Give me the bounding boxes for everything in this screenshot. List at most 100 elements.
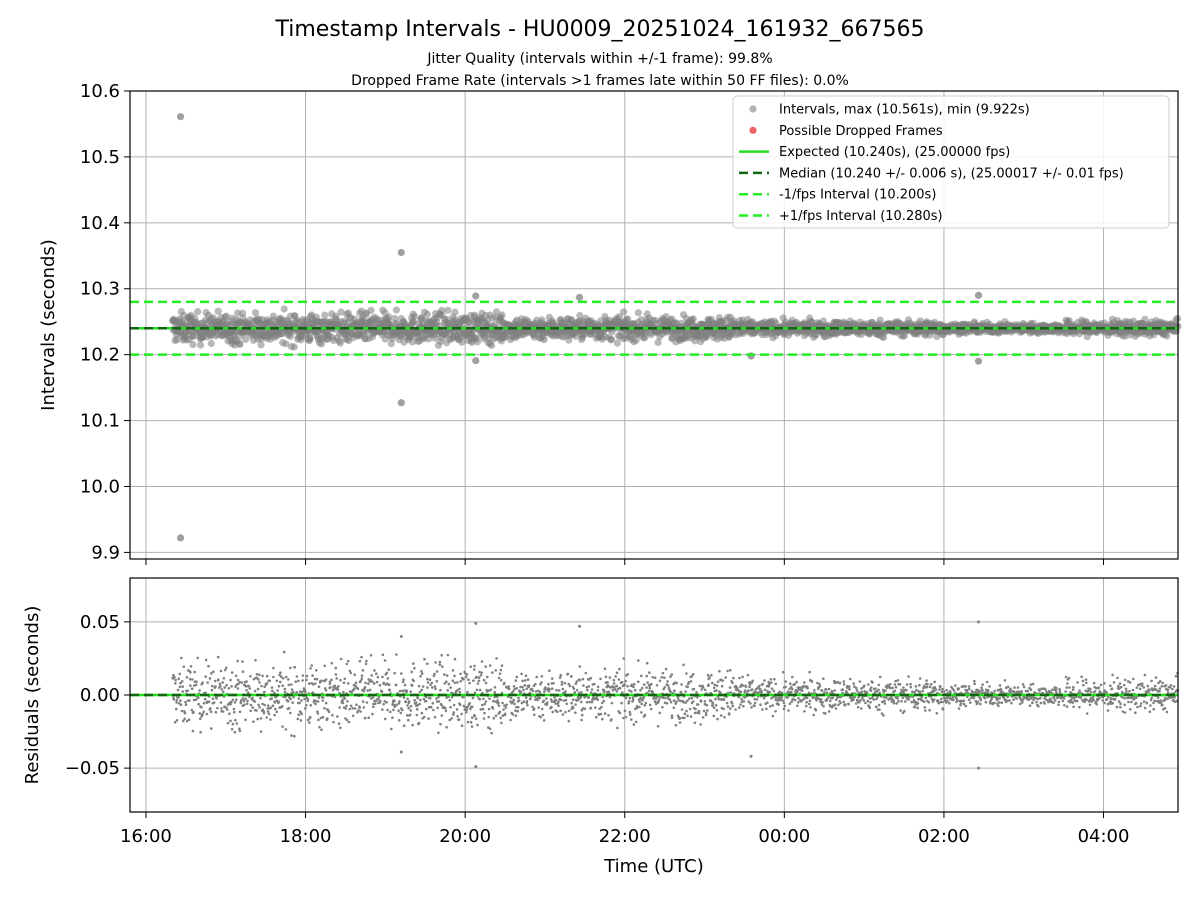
residual-point	[640, 686, 644, 690]
residual-point	[692, 687, 696, 691]
residual-point	[520, 672, 523, 676]
residual-point	[825, 691, 829, 694]
residual-point	[235, 698, 238, 701]
residual-point	[418, 690, 422, 694]
residual-point	[201, 681, 204, 684]
residual-point	[191, 729, 195, 733]
residual-point	[615, 671, 619, 675]
residual-point	[207, 700, 211, 704]
residual-point	[430, 681, 434, 685]
residual-point	[357, 709, 360, 712]
residual-point	[790, 691, 793, 694]
residual-point	[435, 680, 439, 683]
residual-point	[488, 664, 492, 667]
residual-point	[689, 680, 693, 683]
residual-point	[561, 713, 565, 716]
residual-point	[655, 684, 659, 687]
residual-point	[314, 682, 317, 685]
residual-point	[490, 731, 493, 735]
residual-point	[878, 708, 881, 711]
residual-point	[675, 700, 678, 704]
residual-point	[505, 703, 508, 707]
residual-point	[1058, 691, 1062, 694]
residual-point	[273, 701, 277, 704]
residual-point	[590, 688, 594, 691]
residual-point	[646, 681, 649, 684]
residual-point	[635, 705, 639, 708]
residual-point	[720, 684, 724, 688]
residual-point	[623, 683, 626, 686]
interval-point	[488, 341, 496, 350]
residual-point	[744, 685, 748, 689]
residual-point	[1031, 701, 1034, 704]
residual-point	[375, 672, 378, 675]
residual-point	[1053, 699, 1057, 702]
residual-point	[894, 679, 897, 683]
residual-point	[866, 699, 870, 703]
residual-point	[200, 706, 203, 709]
residual-point	[499, 716, 503, 720]
residual-point	[205, 712, 209, 716]
residual-point	[932, 698, 936, 701]
residual-point	[439, 688, 442, 692]
residual-point	[962, 699, 966, 703]
residual-point	[225, 684, 228, 687]
residual-point	[308, 721, 311, 724]
residual-point	[358, 659, 362, 663]
residual-point	[902, 691, 906, 695]
residual-point	[359, 679, 363, 683]
residual-point	[921, 689, 925, 693]
residual-point	[1029, 688, 1033, 691]
residual-point	[751, 679, 754, 683]
residual-point	[575, 689, 579, 692]
residual-point	[487, 707, 491, 711]
interval-point	[290, 343, 298, 351]
residual-point	[731, 704, 735, 708]
residual-point	[290, 683, 293, 686]
residual-point	[900, 699, 903, 703]
residual-point	[238, 729, 242, 733]
residual-point	[626, 673, 629, 676]
residual-point	[1039, 701, 1043, 705]
residual-point	[471, 696, 475, 700]
residual-point	[841, 688, 844, 691]
residual-point	[848, 677, 852, 681]
residual-point	[210, 727, 213, 730]
residual-point	[236, 659, 239, 663]
residual-point	[330, 661, 334, 665]
residual-point	[214, 685, 217, 688]
residual-point	[568, 684, 572, 688]
residual-point	[595, 715, 598, 719]
residual-point	[343, 697, 347, 700]
residual-point	[1051, 688, 1054, 691]
residual-point	[465, 673, 469, 676]
residual-point	[883, 702, 887, 705]
residual-point	[458, 703, 462, 707]
residual-point	[737, 706, 741, 709]
residual-point	[574, 703, 577, 706]
residual-point	[246, 702, 249, 705]
residual-point	[768, 690, 772, 694]
residual-point	[284, 675, 288, 679]
residual-point	[631, 698, 635, 701]
residual-point	[713, 683, 716, 687]
residual-point	[805, 696, 809, 700]
residual-point	[711, 702, 715, 706]
residual-point	[448, 699, 452, 702]
interval-point	[222, 312, 230, 320]
residual-point	[533, 713, 536, 717]
residual-point	[702, 709, 706, 713]
residual-point	[548, 669, 551, 672]
residual-point	[196, 656, 199, 660]
residual-point	[446, 689, 450, 692]
residual-point	[269, 706, 273, 709]
residual-point	[473, 714, 477, 718]
residual-point	[683, 716, 686, 720]
residual-point	[913, 690, 916, 694]
residual-point	[672, 706, 676, 710]
residual-point	[478, 670, 481, 674]
residual-point	[242, 699, 246, 703]
interval-outlier-point	[575, 293, 584, 301]
residual-point	[426, 677, 429, 681]
residual-point	[721, 679, 724, 682]
